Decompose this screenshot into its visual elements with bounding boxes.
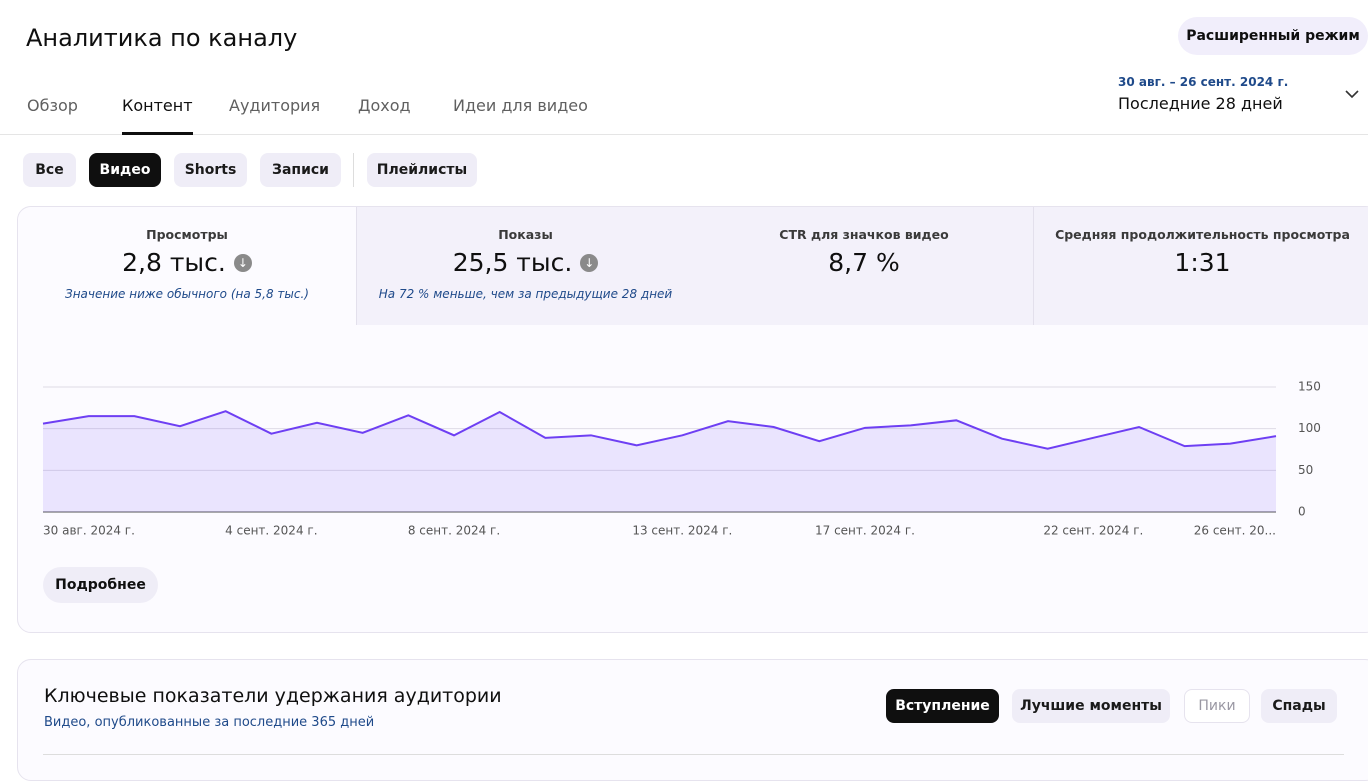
metric-value-row: 25,5 тыс. ↓ xyxy=(357,242,695,277)
tab[interactable]: Контент xyxy=(122,96,193,115)
mode-button[interactable]: Расширенный режим xyxy=(1178,17,1368,55)
x-tick-label: 17 сент. 2024 г. xyxy=(815,524,915,538)
metric: Средняя продолжительность просмотра 1:31 xyxy=(1034,207,1368,325)
retention-button: Пики xyxy=(1184,689,1250,723)
x-tick-label: 26 сент. 20... xyxy=(1194,524,1276,538)
metric-value: 2,8 тыс. ↓ xyxy=(122,248,252,277)
down-icon: ↓ xyxy=(234,254,252,272)
metric-value-row: 8,7 % xyxy=(695,242,1033,277)
filter-chip[interactable]: Записи xyxy=(260,153,341,187)
x-tick-label: 30 авг. 2024 г. xyxy=(43,524,135,538)
retention-subtitle: Видео, опубликованные за последние 365 д… xyxy=(44,715,374,730)
more-button[interactable]: Подробнее xyxy=(43,567,158,603)
date-label[interactable]: Последние 28 дней xyxy=(1118,94,1283,113)
metric-note: Значение ниже обычного (на 5,8 тыс.) xyxy=(18,287,356,301)
retention-divider xyxy=(43,754,1344,755)
metric-label: Показы xyxy=(357,227,695,242)
metric-value: 25,5 тыс. ↓ xyxy=(453,248,599,277)
metric-value: 25,5 тыс. xyxy=(453,248,573,277)
metric-note: На 72 % меньше, чем за предыдущие 28 дне… xyxy=(357,287,695,301)
tab[interactable]: Обзор xyxy=(27,96,78,115)
filter-chip[interactable]: Shorts xyxy=(174,153,247,187)
retention-button[interactable]: Спады xyxy=(1261,689,1337,723)
tab[interactable]: Аудитория xyxy=(229,96,320,115)
area xyxy=(43,411,1276,512)
y-tick-label: 150 xyxy=(1298,380,1321,394)
metric-value-row: 2,8 тыс. ↓ xyxy=(18,242,356,277)
date-range: 30 авг. – 26 сент. 2024 г. xyxy=(1118,75,1288,89)
chevron[interactable] xyxy=(1344,88,1360,100)
x-tick-label: 4 сент. 2024 г. xyxy=(225,524,317,538)
metric-value-row: 1:31 xyxy=(1034,242,1368,277)
metric: Просмотры 2,8 тыс. ↓ Значение ниже обычного… xyxy=(18,207,357,325)
metric-label: Просмотры xyxy=(18,227,356,242)
tab-underline xyxy=(122,132,193,135)
y-tick-label: 0 xyxy=(1298,505,1306,519)
x-tick-label: 8 сент. 2024 г. xyxy=(408,524,500,538)
metric-value: 8,7 % xyxy=(828,248,899,277)
x-tick-label: 22 сент. 2024 г. xyxy=(1043,524,1143,538)
chart: 0 50 100 150 30 авг. 2024 г. 4 сент. 2024 г. 8… xyxy=(0,360,1368,550)
tab[interactable]: Доход xyxy=(358,96,411,115)
retention-button[interactable]: Вступление xyxy=(886,689,999,723)
metric-label: Средняя продолжительность просмотра xyxy=(1034,227,1368,242)
metric-value: 1:31 xyxy=(1174,248,1230,277)
retention-button[interactable]: Лучшие моменты xyxy=(1012,689,1170,723)
filter-chip[interactable]: Видео xyxy=(89,153,161,187)
page-title: Аналитика по каналу xyxy=(26,24,297,52)
down-icon: ↓ xyxy=(580,254,598,272)
divider xyxy=(0,134,1368,135)
y-tick-label: 50 xyxy=(1298,463,1313,477)
metric-value: 8,7 % xyxy=(828,248,899,277)
filter-separator xyxy=(353,153,354,187)
metric-value: 1:31 xyxy=(1174,248,1230,277)
filter-chip[interactable]: Плейлисты xyxy=(367,153,477,187)
metric: CTR для значков видео 8,7 % xyxy=(695,207,1034,325)
page: html, body { margin: 0; padding: 0; } bo… xyxy=(0,0,1368,758)
metric: Показы 25,5 тыс. ↓ На 72 % меньше, чем за п… xyxy=(357,207,696,325)
metric-value: 2,8 тыс. xyxy=(122,248,226,277)
x-tick-label: 13 сент. 2024 г. xyxy=(632,524,732,538)
body: {"header": {"title": "Аналитика по канал… xyxy=(0,0,1368,758)
retention-title: Ключевые показатели удержания аудитории xyxy=(44,685,502,707)
y-tick-label: 100 xyxy=(1298,421,1321,435)
filter-chip[interactable]: Все xyxy=(23,153,76,187)
tab[interactable]: Идеи для видео xyxy=(453,96,588,115)
metric-label: CTR для значков видео xyxy=(695,227,1033,242)
